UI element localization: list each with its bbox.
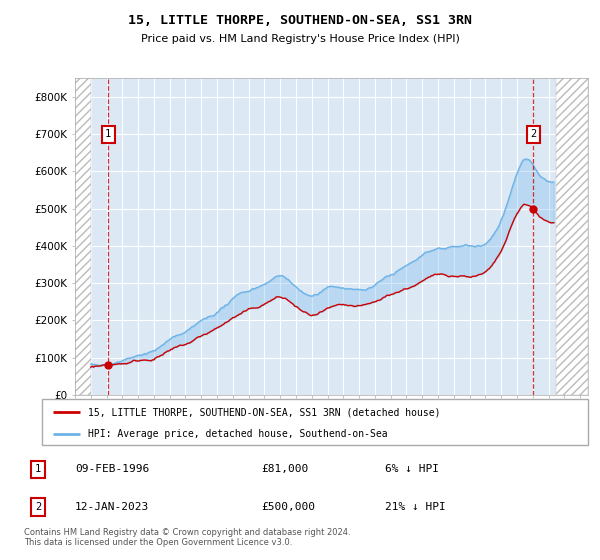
Bar [75, 78, 91, 395]
Text: Contains HM Land Registry data © Crown copyright and database right 2024.
This d: Contains HM Land Registry data © Crown c… [24, 528, 350, 547]
Text: 15, LITTLE THORPE, SOUTHEND-ON-SEA, SS1 3RN (detached house): 15, LITTLE THORPE, SOUTHEND-ON-SEA, SS1 … [88, 407, 441, 417]
Text: 15, LITTLE THORPE, SOUTHEND-ON-SEA, SS1 3RN: 15, LITTLE THORPE, SOUTHEND-ON-SEA, SS1 … [128, 14, 472, 27]
Text: 12-JAN-2023: 12-JAN-2023 [75, 502, 149, 512]
Text: Price paid vs. HM Land Registry's House Price Index (HPI): Price paid vs. HM Land Registry's House … [140, 34, 460, 44]
Text: 2: 2 [530, 129, 536, 139]
Text: £500,000: £500,000 [261, 502, 315, 512]
Text: 1: 1 [35, 464, 41, 474]
Text: HPI: Average price, detached house, Southend-on-Sea: HPI: Average price, detached house, Sout… [88, 429, 388, 438]
Text: 6% ↓ HPI: 6% ↓ HPI [385, 464, 439, 474]
Bar [75, 78, 91, 395]
Text: 21% ↓ HPI: 21% ↓ HPI [385, 502, 446, 512]
Bar [556, 78, 588, 395]
Text: 1: 1 [105, 129, 112, 139]
Text: £81,000: £81,000 [261, 464, 308, 474]
Text: 2: 2 [35, 502, 41, 512]
FancyBboxPatch shape [42, 399, 588, 445]
Text: 09-FEB-1996: 09-FEB-1996 [75, 464, 149, 474]
Bar [556, 78, 588, 395]
